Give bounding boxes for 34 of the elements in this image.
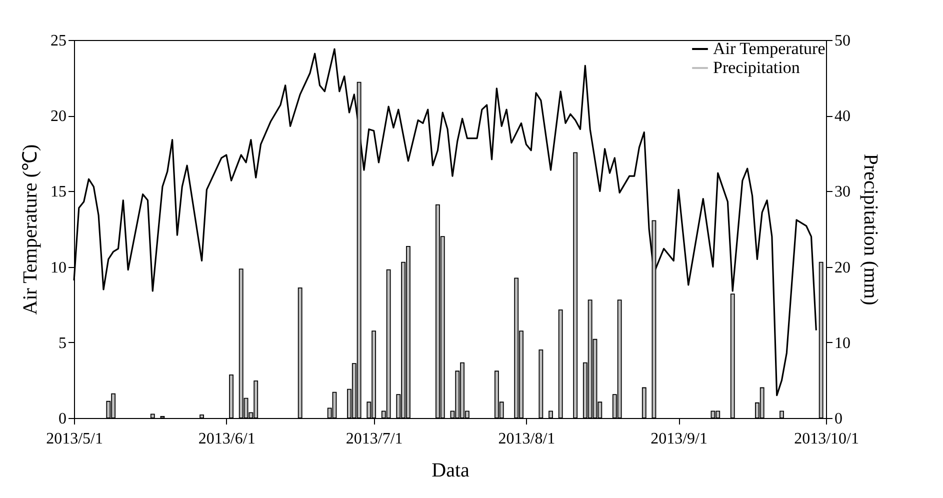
- y2-tick-label: 0: [834, 410, 842, 428]
- y2-axis-title: Precipitation (mm): [860, 154, 882, 306]
- x-tick-label: 2013/7/1: [346, 430, 403, 448]
- bar: [200, 414, 204, 418]
- legend-label: Air Temperature: [713, 39, 826, 58]
- y2-tick-label: 30: [834, 184, 850, 201]
- y-tick-label: 0: [58, 410, 66, 428]
- y-axis-title: Air Temperature (℃): [20, 144, 42, 315]
- bar: [558, 309, 563, 418]
- legend-label: Precipitation: [713, 58, 800, 77]
- y-tick-label: 25: [50, 32, 66, 50]
- bar: [818, 262, 824, 418]
- x-tick-label: 2013/9/1: [650, 430, 708, 448]
- bar: [573, 152, 578, 418]
- x-tick-label: 2013/6/1: [198, 430, 256, 448]
- y-tick-label: 20: [50, 108, 66, 126]
- y2-tick-label: 50: [834, 32, 850, 50]
- y2-tick-label: 40: [834, 108, 850, 126]
- bar: [229, 374, 234, 418]
- y2-tick-label: 20: [834, 259, 850, 276]
- bar: [150, 414, 155, 418]
- bar: [298, 288, 302, 418]
- x-tick-label: 2013/5/1: [46, 430, 103, 448]
- x-tick-label: 2013/10/1: [794, 430, 859, 448]
- x-axis-title: Data: [432, 460, 470, 482]
- y-tick-label: 5: [58, 334, 66, 352]
- bar: [780, 410, 784, 418]
- y-tick-label: 15: [50, 184, 66, 201]
- bar: [642, 387, 646, 418]
- bar: [538, 350, 544, 418]
- x-tick-label: 2013/8/1: [498, 430, 556, 448]
- y2-tick-label: 10: [834, 334, 850, 352]
- bar: [548, 410, 553, 418]
- y-tick-label: 10: [50, 259, 66, 276]
